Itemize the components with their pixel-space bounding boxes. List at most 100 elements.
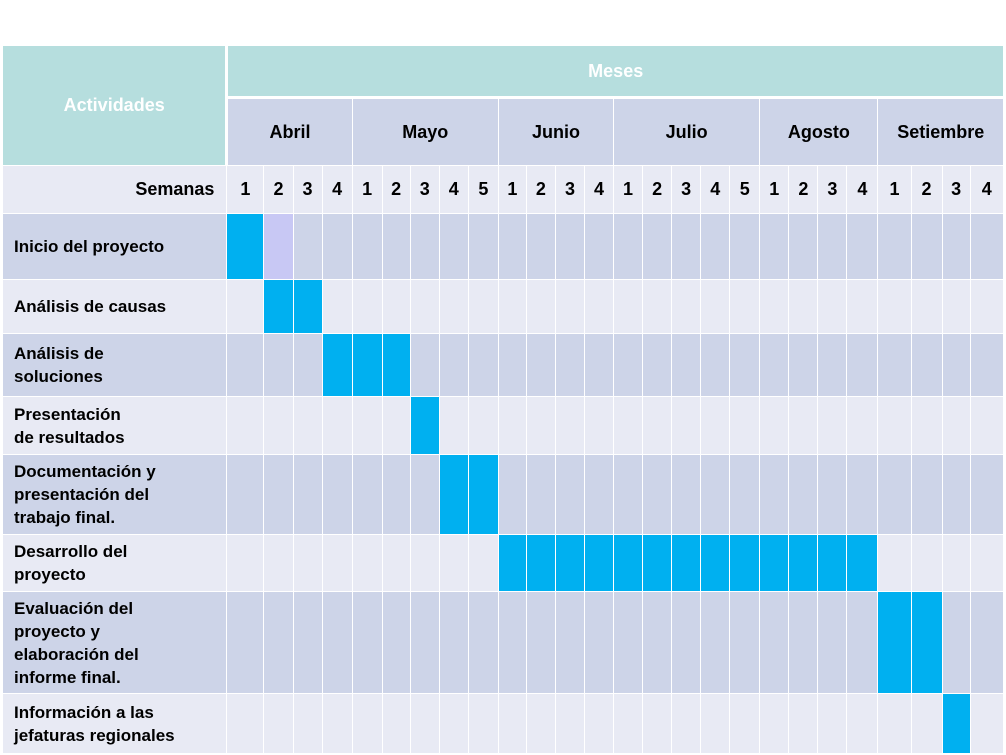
gantt-cell <box>583 454 615 535</box>
week-number: 1 <box>226 165 265 214</box>
activity-row: Análisis de causas <box>1 279 1005 334</box>
gantt-cell <box>846 454 879 535</box>
gantt-cell <box>846 693 879 754</box>
gantt-cell <box>438 534 469 592</box>
gantt-cell <box>969 591 1005 694</box>
week-number: 4 <box>969 165 1005 214</box>
gantt-cell <box>969 279 1005 334</box>
month-header: Mayo <box>351 97 499 166</box>
gantt-cell <box>497 279 527 334</box>
gantt-cell <box>409 591 440 694</box>
gantt-cell <box>497 454 527 535</box>
gantt-cell <box>877 534 912 592</box>
gantt-cell <box>381 534 411 592</box>
week-number: 1 <box>613 165 644 214</box>
gantt-cell <box>642 333 673 397</box>
gantt-cell <box>877 396 912 455</box>
gantt-cell <box>583 396 615 455</box>
gantt-cell <box>877 693 912 754</box>
gantt-cell <box>671 279 702 334</box>
gantt-cell <box>788 333 819 397</box>
gantt-cell <box>467 279 499 334</box>
gantt-cell <box>817 396 848 455</box>
months-header: Meses <box>226 45 1004 99</box>
gantt-cell <box>321 693 353 754</box>
gantt-cell <box>759 396 790 455</box>
gantt-cell <box>554 693 585 754</box>
gantt-cell <box>671 213 702 280</box>
gantt-cell <box>321 454 353 535</box>
gantt-cell <box>583 693 615 754</box>
gantt-cell <box>554 591 585 694</box>
gantt-cell <box>910 693 943 754</box>
gantt-cell <box>671 333 702 397</box>
gantt-bar-cell <box>941 693 971 754</box>
gantt-cell <box>263 591 294 694</box>
gantt-cell <box>700 333 731 397</box>
gantt-cell <box>613 213 644 280</box>
gantt-cell <box>700 591 731 694</box>
activity-row: Documentación y presentación del trabajo… <box>1 454 1005 535</box>
gantt-cell <box>759 454 790 535</box>
gantt-cell <box>381 279 411 334</box>
gantt-bar-cell <box>877 591 912 694</box>
gantt-cell <box>613 396 644 455</box>
gantt-cell <box>438 213 469 280</box>
gantt-cell <box>846 213 879 280</box>
gantt-cell <box>554 333 585 397</box>
gantt-cell <box>613 693 644 754</box>
gantt-bar-cell <box>613 534 644 592</box>
gantt-cell <box>263 333 294 397</box>
gantt-cell <box>877 454 912 535</box>
gantt-cell <box>292 333 323 397</box>
gantt-cell <box>263 693 294 754</box>
gantt-cell <box>467 333 499 397</box>
gantt-cell <box>226 693 265 754</box>
gantt-bar-cell <box>525 534 556 592</box>
gantt-cell <box>729 213 761 280</box>
gantt-chart-table: Actividades Meses Abril Mayo Junio Julio Agost… <box>1 45 1005 754</box>
gantt-cell <box>846 591 879 694</box>
activity-label: Análisis de causas <box>1 279 228 334</box>
gantt-cell <box>292 591 323 694</box>
gantt-cell <box>729 279 761 334</box>
activity-label: Desarrollo del proyecto <box>1 534 228 592</box>
gantt-cell <box>642 396 673 455</box>
header-row-weeks: Semanas 1 2 3 4 1 2 3 4 5 1 2 3 4 1 2 3 4 5 1 2 3 4 1 2 3 4 <box>1 165 1005 214</box>
week-number: 1 <box>351 165 383 214</box>
month-header: Julio <box>613 97 761 166</box>
gantt-bar-cell <box>321 333 353 397</box>
gantt-cell <box>941 454 971 535</box>
gantt-cell <box>642 454 673 535</box>
gantt-cell <box>409 279 440 334</box>
gantt-cell <box>351 591 383 694</box>
gantt-cell <box>941 534 971 592</box>
gantt-tentative-cell <box>263 213 294 280</box>
gantt-cell <box>321 213 353 280</box>
gantt-cell <box>877 213 912 280</box>
week-number: 3 <box>941 165 971 214</box>
gantt-cell <box>759 333 790 397</box>
gantt-cell <box>969 454 1005 535</box>
activity-label: Evaluación del proyecto y elaboración de… <box>1 591 228 694</box>
gantt-bar-cell <box>409 396 440 455</box>
gantt-cell <box>788 396 819 455</box>
gantt-cell <box>497 591 527 694</box>
gantt-bar-cell <box>351 333 383 397</box>
gantt-cell <box>467 213 499 280</box>
gantt-cell <box>438 333 469 397</box>
gantt-bar-cell <box>467 454 499 535</box>
gantt-cell <box>700 454 731 535</box>
week-number: 3 <box>671 165 702 214</box>
gantt-cell <box>226 534 265 592</box>
gantt-cell <box>788 213 819 280</box>
gantt-cell <box>409 534 440 592</box>
month-header: Agosto <box>759 97 879 166</box>
header-row-months-group: Actividades Meses <box>1 45 1004 166</box>
gantt-cell <box>381 591 411 694</box>
gantt-cell <box>817 279 848 334</box>
gantt-cell <box>729 333 761 397</box>
gantt-cell <box>321 279 353 334</box>
gantt-cell <box>759 591 790 694</box>
gantt-bar-cell <box>846 534 879 592</box>
